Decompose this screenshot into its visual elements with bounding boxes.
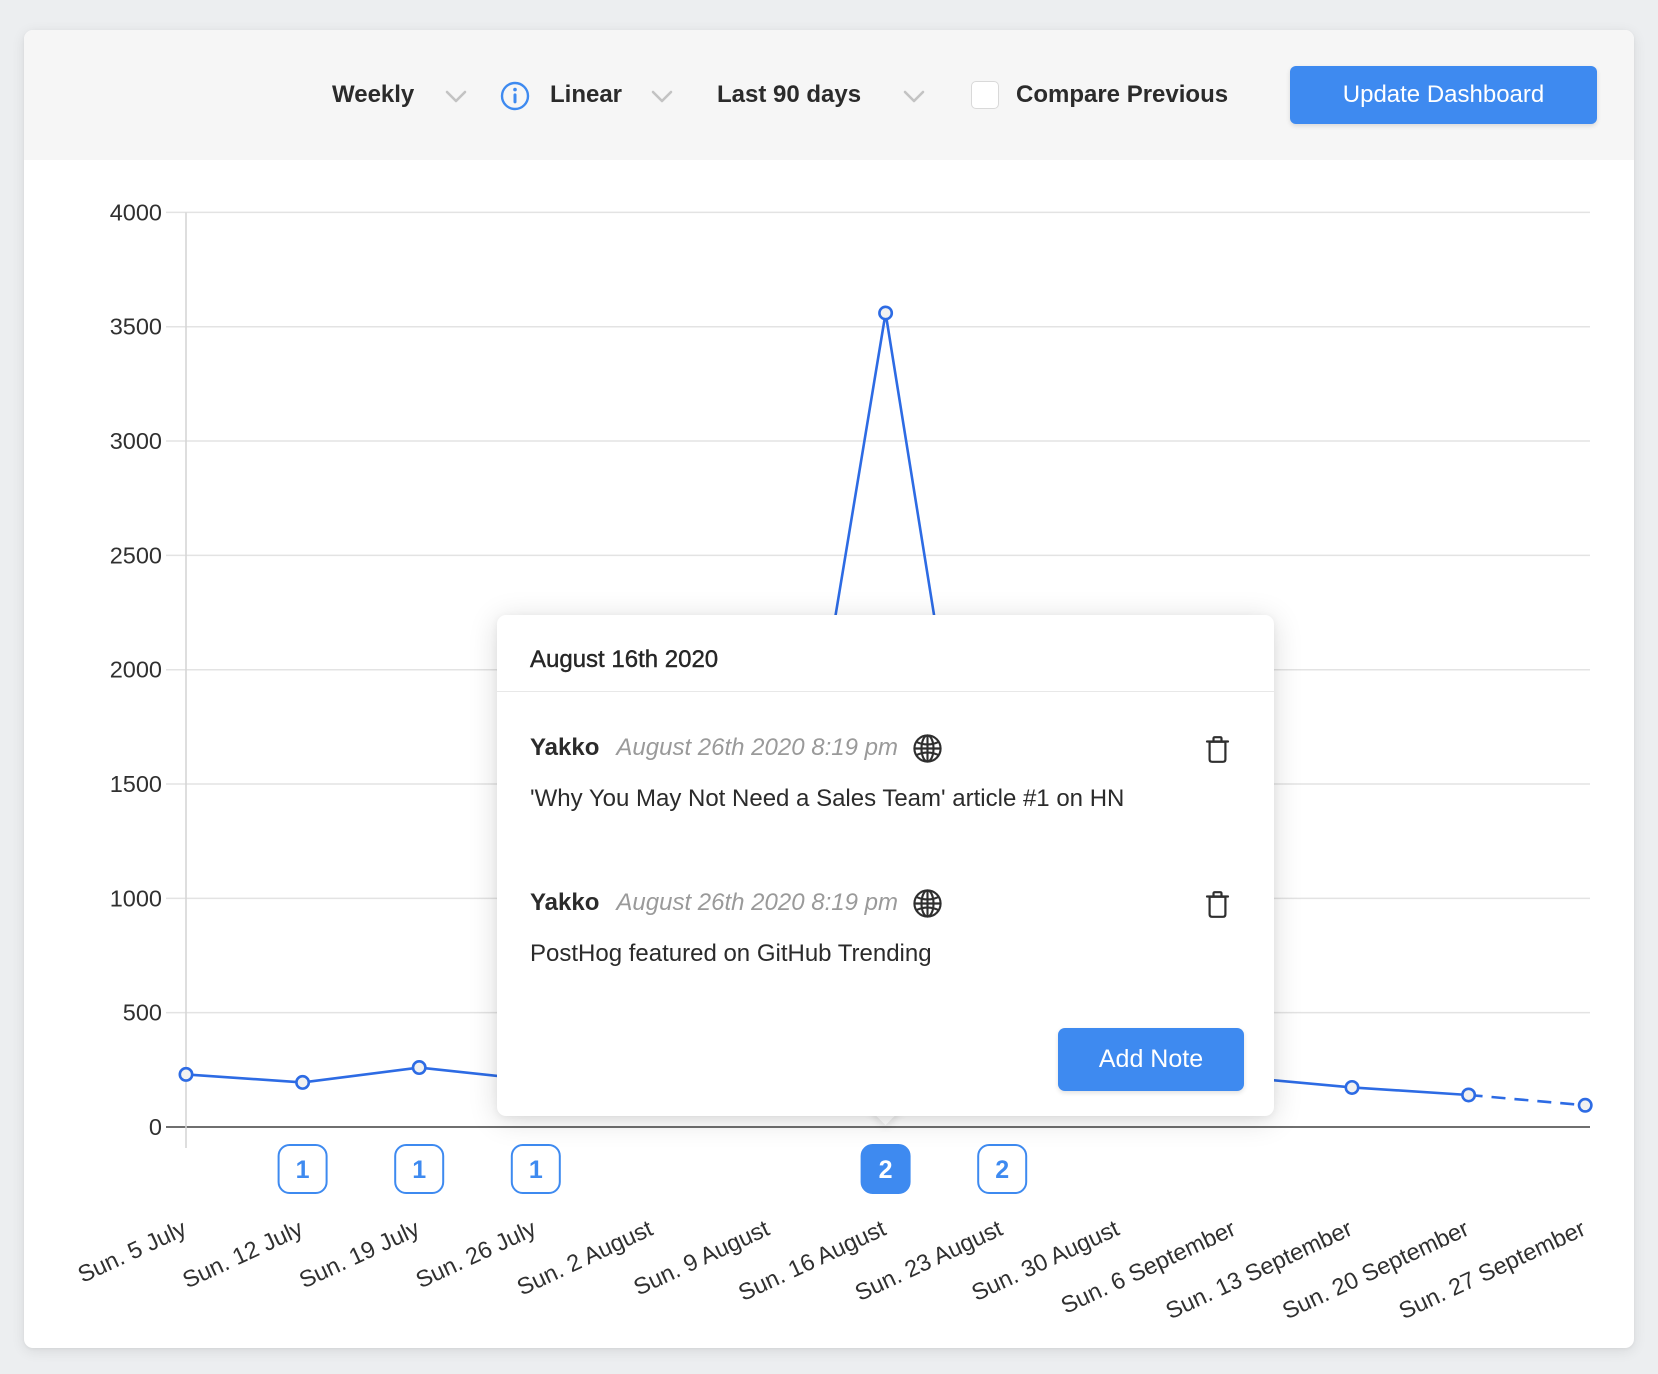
x-axis-tick-label: Sun. 27 September <box>1395 1215 1590 1324</box>
annotation-badge[interactable] <box>860 1144 911 1194</box>
entry-timestamp: August 26th 2020 8:19 pm <box>616 734 898 761</box>
y-axis-tick-label: 2500 <box>110 542 162 568</box>
entry-timestamp: August 26th 2020 8:19 pm <box>616 889 898 916</box>
annotation-badge[interactable] <box>277 1144 328 1194</box>
series-line-dashed <box>1468 1093 1586 1107</box>
y-axis-tick-label: 500 <box>123 1000 162 1026</box>
x-axis-tick-label: Sun. 13 September <box>1162 1215 1357 1324</box>
dashboard-card: Weekly Linear Last 90 days Compare Previ… <box>24 30 1634 1348</box>
annotation-badge-count[interactable]: 1 <box>412 1156 426 1184</box>
annotation-badge-count[interactable]: 1 <box>296 1156 310 1184</box>
toolbar: Weekly Linear Last 90 days Compare Previ… <box>24 30 1634 160</box>
annotations-popup: August 16th 2020 Yakko August 26th 2020 8… <box>497 615 1274 1116</box>
y-axis-tick-label: 4000 <box>110 199 162 225</box>
y-axis-tick-label: 2000 <box>110 657 162 683</box>
annotation-badge[interactable] <box>510 1144 561 1194</box>
y-axis-tick-label: 1500 <box>110 771 162 797</box>
annotation-badge-count[interactable]: 1 <box>529 1156 543 1184</box>
annotation-badge[interactable] <box>977 1144 1028 1194</box>
x-axis-tick-label: Sun. 20 September <box>1278 1215 1473 1324</box>
globe-icon <box>912 888 943 919</box>
annotation-entry: Yakko August 26th 2020 8:19 pm PostHog fea… <box>530 886 1244 1006</box>
y-axis-tick-label: 3000 <box>110 428 162 454</box>
y-axis-tick-label: 1000 <box>110 885 162 911</box>
x-axis-tick-label: Sun. 5 July <box>74 1215 191 1288</box>
entry-text: PostHog featured on GitHub Trending <box>530 940 932 967</box>
x-axis-tick-label: Sun. 12 July <box>178 1215 306 1293</box>
entry-author: Yakko <box>530 889 600 916</box>
annotation-badge-count[interactable]: 2 <box>995 1156 1009 1184</box>
data-point[interactable] <box>295 1074 311 1090</box>
globe-icon <box>912 733 943 764</box>
data-point[interactable] <box>411 1060 427 1076</box>
chevron-down-icon <box>903 90 925 103</box>
add-note-button[interactable]: Add Note <box>1058 1028 1244 1091</box>
y-axis-tick-label: 0 <box>149 1114 162 1140</box>
entry-text: 'Why You May Not Need a Sales Team' arti… <box>530 785 1125 812</box>
delete-note-icon[interactable] <box>1204 890 1231 924</box>
data-point[interactable] <box>878 305 894 321</box>
data-point[interactable] <box>1461 1087 1477 1103</box>
x-axis-tick-label: Sun. 19 July <box>295 1215 423 1293</box>
compare-previous-checkbox[interactable] <box>971 81 999 109</box>
annotation-badge-count[interactable]: 2 <box>879 1156 893 1184</box>
display-select[interactable]: Linear <box>550 81 623 108</box>
chevron-down-icon <box>445 90 467 103</box>
popup-divider <box>497 691 1274 692</box>
interval-select[interactable]: Weekly <box>332 81 415 108</box>
annotation-entry: Yakko August 26th 2020 8:19 pm 'Why You Ma… <box>530 731 1244 851</box>
info-icon[interactable] <box>500 81 530 111</box>
delete-note-icon[interactable] <box>1204 735 1231 769</box>
entry-author: Yakko <box>530 734 600 761</box>
compare-previous-label: Compare Previous <box>1016 81 1229 108</box>
y-axis-tick-label: 3500 <box>110 314 162 340</box>
annotation-badge[interactable] <box>394 1144 445 1194</box>
chevron-down-icon <box>651 90 673 103</box>
data-point[interactable] <box>178 1066 194 1082</box>
popup-title: August 16th 2020 <box>530 646 719 673</box>
data-point[interactable] <box>1577 1097 1593 1113</box>
update-dashboard-button[interactable]: Update Dashboard <box>1290 66 1597 124</box>
data-point[interactable] <box>1344 1079 1360 1095</box>
date-range-select[interactable]: Last 90 days <box>717 81 862 108</box>
